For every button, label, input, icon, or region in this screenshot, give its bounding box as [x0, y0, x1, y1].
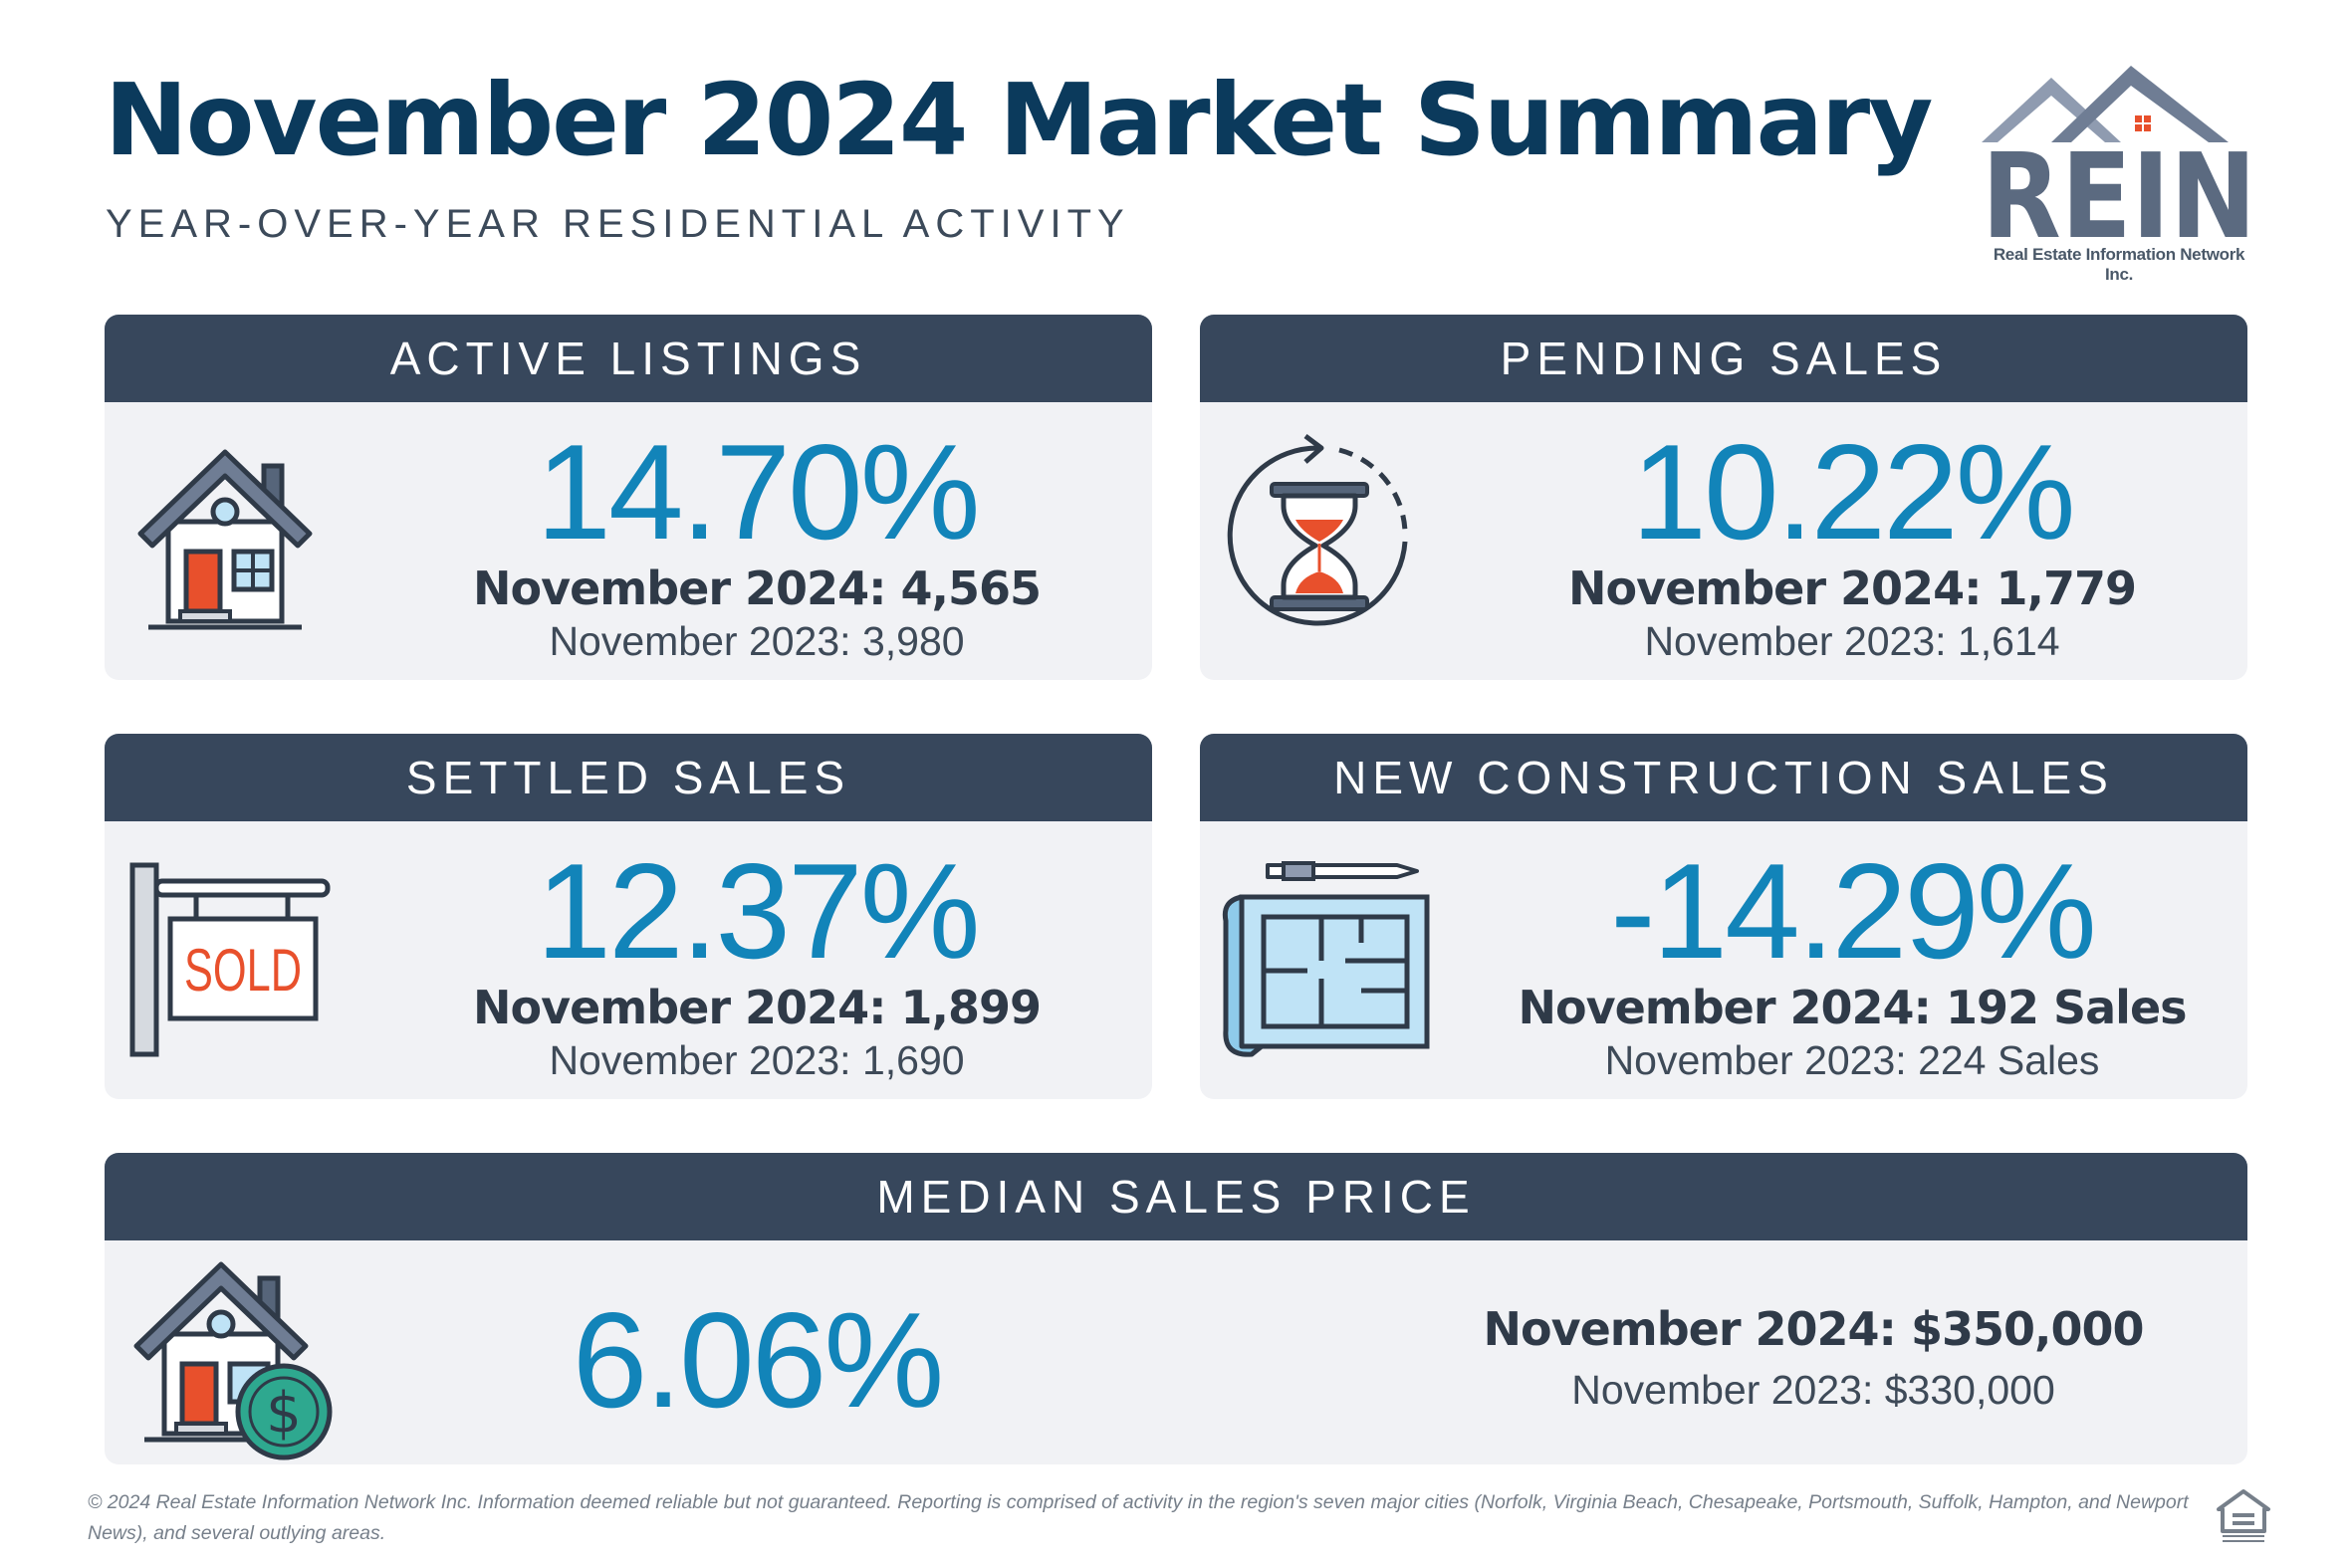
sold-text: SOLD	[184, 937, 302, 1004]
current-value: November 2024: 1,899	[473, 981, 1042, 1034]
footer-disclaimer: © 2024 Real Estate Information Network I…	[88, 1491, 2189, 1545]
current-value: November 2024: $350,000	[1483, 1302, 2144, 1356]
previous-value: November 2023: 224 Sales	[1604, 1037, 2100, 1083]
current-value: November 2024: 1,779	[1568, 561, 2137, 615]
equal-housing-icon	[2217, 1489, 2270, 1542]
current-value: November 2024: 192 Sales	[1518, 981, 2187, 1034]
card-title: ACTIVE LISTINGS	[105, 315, 1152, 402]
card-title: SETTLED SALES	[105, 734, 1152, 821]
card-pending-sales: PENDING SALES 10.22% November 2024: 1,77…	[1200, 315, 2247, 680]
sold-sign-icon: SOLD	[129, 862, 331, 1057]
logo-tagline: Real Estate Information Network Inc.	[1993, 245, 2245, 284]
previous-value: November 2023: 3,980	[549, 618, 965, 664]
house-dollar-icon: $	[133, 1261, 333, 1460]
pct-change: 14.70%	[536, 416, 980, 567]
hourglass-icon	[1227, 434, 1408, 626]
pct-change: 10.22%	[1631, 416, 2075, 567]
card-title: PENDING SALES	[1200, 315, 2247, 402]
page-title: November 2024 Market Summary	[105, 62, 1933, 178]
previous-value: November 2023: 1,690	[549, 1037, 965, 1083]
svg-text:$: $	[266, 1381, 302, 1446]
blueprint-icon	[1222, 861, 1430, 1057]
page-subtitle: YEAR-OVER-YEAR RESIDENTIAL ACTIVITY	[106, 202, 1130, 246]
pct-change: -14.29%	[1610, 835, 2097, 987]
pct-change: 12.37%	[536, 835, 980, 987]
card-median-sales-price: MEDIAN SALES PRICE $ 6.06% November 2024…	[105, 1153, 2247, 1464]
current-value: November 2024: 4,565	[473, 561, 1042, 615]
rein-logo: REIN	[1982, 66, 2256, 265]
card-settled-sales: SETTLED SALES SOLD 12.37% November 2024:…	[105, 734, 1152, 1099]
previous-value: November 2023: 1,614	[1644, 618, 2060, 664]
previous-value: November 2023: $330,000	[1571, 1367, 2055, 1413]
card-active-listings: ACTIVE LISTINGS 14.70% November 2024: 4,…	[105, 315, 1152, 680]
house-icon	[137, 449, 313, 630]
card-title: MEDIAN SALES PRICE	[105, 1153, 2247, 1240]
logo-text: REIN	[1982, 127, 2256, 265]
pct-change: 6.06%	[572, 1284, 945, 1436]
card-new-construction-sales: NEW CONSTRUCTION SALES -14.29% November …	[1200, 734, 2247, 1099]
card-title: NEW CONSTRUCTION SALES	[1200, 734, 2247, 821]
